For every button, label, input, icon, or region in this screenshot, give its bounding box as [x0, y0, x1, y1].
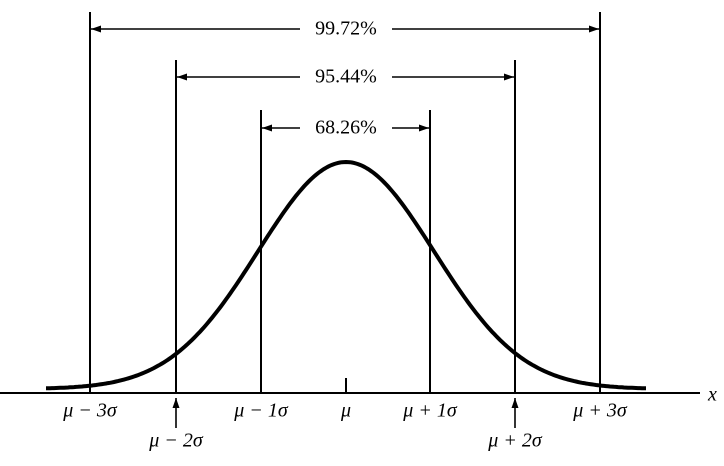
bracket-label: 68.26%: [315, 117, 377, 139]
tick-label: μ − 3σ: [62, 400, 118, 422]
tick-label: μ + 2σ: [487, 430, 543, 452]
bracket-label: 99.72%: [315, 18, 377, 40]
normal-curve: [46, 159, 646, 391]
tick-label: μ − 2σ: [148, 430, 204, 452]
axis-label: x: [707, 384, 717, 406]
tick-label: μ: [340, 400, 351, 422]
tick-label: μ − 1σ: [233, 400, 289, 422]
tick-label: μ + 3σ: [572, 400, 628, 422]
tick-label: μ + 1σ: [402, 400, 458, 422]
bracket-label: 95.44%: [315, 66, 377, 88]
